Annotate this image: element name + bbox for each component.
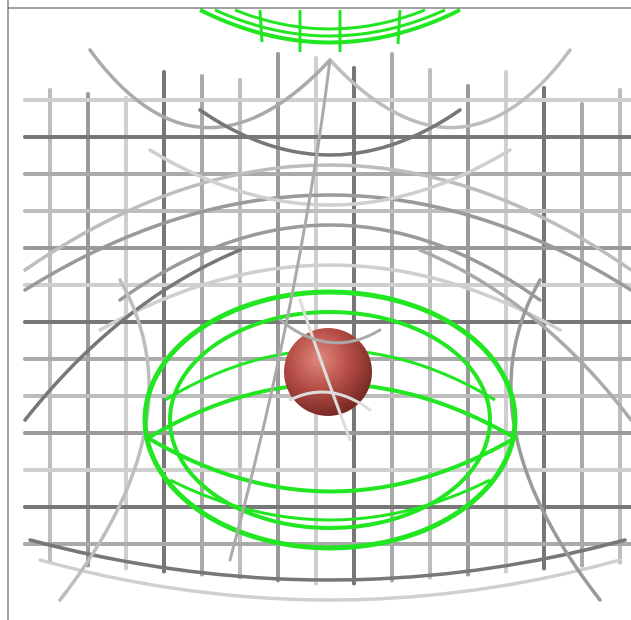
mesh-arc xyxy=(328,48,572,130)
green-mesh xyxy=(142,8,519,551)
green-top-mesh xyxy=(199,8,461,45)
front-mesh xyxy=(228,58,382,562)
mesh-arc xyxy=(38,558,622,602)
mesh-arc xyxy=(288,390,372,412)
mesh-arc xyxy=(148,148,512,207)
green-top-mesh xyxy=(234,8,426,31)
mesh-arc xyxy=(98,263,562,332)
mesh-arc xyxy=(23,163,631,272)
mesh-arc xyxy=(23,248,242,422)
mesh-arc xyxy=(228,58,332,562)
mesh-arc xyxy=(278,318,382,345)
green-mesh-ring xyxy=(169,478,491,522)
green-top-mesh xyxy=(214,8,446,38)
mesh-arc xyxy=(23,193,631,292)
green-top-mesh xyxy=(258,9,264,43)
mesh-arc xyxy=(418,248,631,422)
mesh-arc xyxy=(118,223,542,302)
mesh-arc xyxy=(88,48,332,130)
green-mesh-ring xyxy=(144,382,519,494)
mesh-arc xyxy=(198,108,462,157)
green-mesh-ring xyxy=(168,310,492,530)
mesh-arc xyxy=(28,538,627,582)
gray-mesh xyxy=(23,48,631,602)
green-mesh-ring xyxy=(142,289,518,551)
mesh-arc xyxy=(298,298,352,442)
green-top-mesh xyxy=(396,9,402,45)
